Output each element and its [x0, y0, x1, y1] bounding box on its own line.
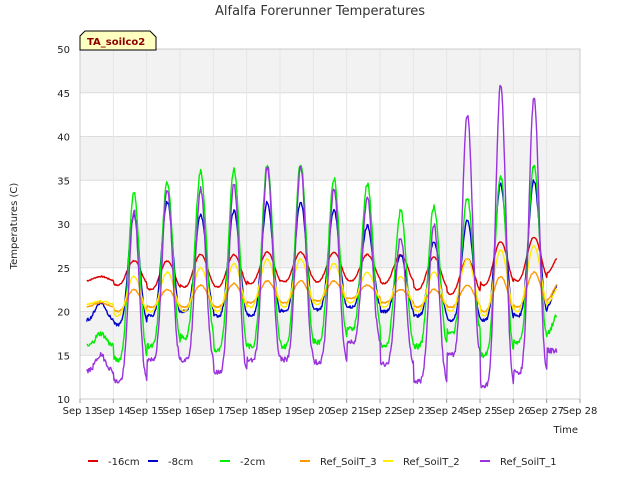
legend: -16cm -8cm -2cm Ref_SoilT_3 Ref_SoilT_2 Ref_S… [88, 457, 557, 468]
x-tick-label: Sep 23 [396, 406, 431, 417]
x-tick-label: Sep 28 [563, 406, 598, 417]
y-tick-label: 30 [57, 220, 70, 231]
series-line-ref-soilt-2 [86, 245, 557, 318]
x-tick-label: Sep 20 [296, 406, 331, 417]
legend-label: Ref_SoilT_2 [403, 457, 460, 468]
x-tick-label: Sep 21 [329, 406, 364, 417]
x-tick-label: Sep 25 [463, 406, 498, 417]
series-line--16cm [86, 236, 558, 296]
legend-label: -2cm [240, 457, 265, 468]
x-tick-label: Sep 26 [496, 406, 531, 417]
x-axis-label: Time [553, 425, 578, 436]
plot-band [80, 311, 580, 356]
y-tick-label: 50 [57, 45, 70, 56]
x-tick-label: Sep 16 [163, 406, 198, 417]
x-tick-label: Sep 24 [429, 406, 464, 417]
chart-title: Alfalfa Forerunner Temperatures [215, 4, 425, 19]
x-tick-label: Sep 17 [196, 406, 231, 417]
y-tick-label: 45 [57, 89, 70, 100]
series-layer [86, 84, 558, 389]
y-axis-ticks: 10 15 20 25 30 35 40 45 50 [57, 45, 70, 406]
series-line--2cm [86, 164, 558, 363]
site-badge-shape [79, 30, 157, 51]
legend-label: -16cm [108, 457, 140, 468]
y-tick-label: 40 [57, 133, 70, 144]
y-tick-label: 10 [57, 395, 70, 406]
legend-label: -8cm [168, 457, 193, 468]
plot-band [80, 49, 580, 93]
series-line-ref-soilt-1 [86, 84, 558, 389]
legend-label: Ref_SoilT_1 [500, 457, 557, 468]
y-tick-label: 25 [57, 264, 70, 275]
x-tick-label: Sep 13 [63, 406, 98, 417]
plot-frame [79, 48, 581, 400]
x-tick-label: Sep 27 [529, 406, 564, 417]
x-tick-label: Sep 19 [263, 406, 298, 417]
y-axis-label: Temperatures (C) [9, 183, 20, 271]
y-tick-label: 15 [57, 351, 70, 362]
site-badge: TA_soilco2 [79, 30, 157, 51]
x-tick-label: Sep 14 [96, 406, 131, 417]
site-badge-label: TA_soilco2 [87, 37, 145, 48]
legend-label: Ref_SoilT_3 [320, 457, 377, 468]
y-tick-label: 35 [57, 176, 70, 187]
x-tick-label: Sep 22 [363, 406, 398, 417]
x-tick-label: Sep 18 [229, 406, 264, 417]
x-tick-label: Sep 15 [129, 406, 164, 417]
y-tick-label: 20 [57, 308, 70, 319]
